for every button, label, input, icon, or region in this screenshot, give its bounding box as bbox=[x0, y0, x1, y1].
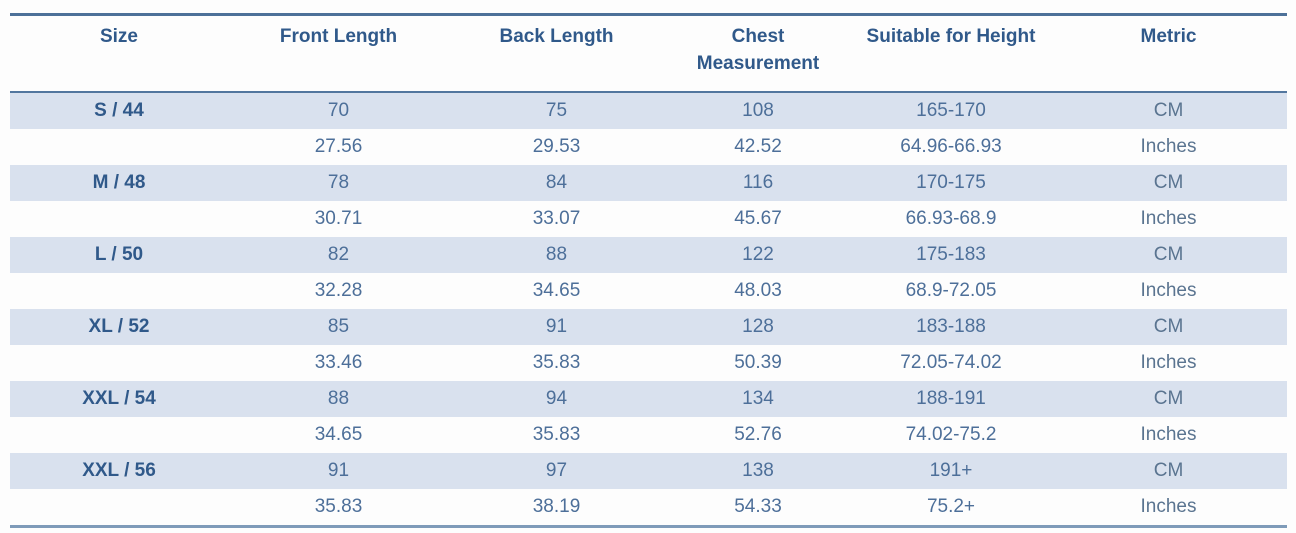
value-cell: 88 bbox=[327, 388, 350, 409]
column-header-back-length: Back Length bbox=[499, 26, 614, 47]
column-header-chest-measurement: Chest Measurement bbox=[696, 26, 820, 74]
size-cell: XL / 52 bbox=[88, 316, 150, 337]
table-row: 30.71 33.07 45.67 66.93-68.9 Inches bbox=[10, 201, 1287, 237]
value-cell: 33.46 bbox=[314, 352, 363, 373]
value-cell: 85 bbox=[327, 316, 350, 337]
value-cell: 188-191 bbox=[916, 388, 986, 409]
value-cell: 94 bbox=[545, 388, 568, 409]
value-cell: 74.02-75.2 bbox=[905, 424, 997, 445]
value-cell: 50.39 bbox=[734, 352, 782, 373]
metric-cell: CM bbox=[1153, 316, 1184, 337]
value-cell: 45.67 bbox=[734, 208, 782, 229]
table-row: 35.83 38.19 54.33 75.2+ Inches bbox=[10, 489, 1287, 527]
table-header: Size Front Length Back Length Chest Measure… bbox=[10, 15, 1287, 92]
value-cell: 33.07 bbox=[532, 208, 581, 229]
size-cell bbox=[10, 201, 228, 237]
value-cell: 175-183 bbox=[916, 244, 986, 265]
value-cell: 52.76 bbox=[734, 424, 782, 445]
value-cell: 70 bbox=[327, 100, 350, 121]
value-cell: 91 bbox=[327, 460, 350, 481]
size-cell: M / 48 bbox=[92, 172, 146, 193]
value-cell: 108 bbox=[742, 100, 774, 121]
value-cell: 97 bbox=[545, 460, 568, 481]
column-header-metric: Metric bbox=[1140, 26, 1197, 47]
value-cell: 75 bbox=[545, 100, 568, 121]
metric-cell: CM bbox=[1153, 388, 1184, 409]
size-chart-table: Size Front Length Back Length Chest Measure… bbox=[10, 13, 1287, 528]
size-cell bbox=[10, 345, 228, 381]
value-cell: 122 bbox=[742, 244, 774, 265]
table-row: M / 48 78 84 116 170-175 CM bbox=[10, 165, 1287, 201]
column-header-size: Size bbox=[99, 26, 139, 47]
value-cell: 34.65 bbox=[532, 280, 581, 301]
metric-cell: Inches bbox=[1140, 424, 1197, 445]
table-body: S / 44 70 75 108 165-170 CM 27.56 29.53 42.52 64.… bbox=[10, 92, 1287, 527]
value-cell: 128 bbox=[742, 316, 774, 337]
value-cell: 48.03 bbox=[734, 280, 782, 301]
table-row: 32.28 34.65 48.03 68.9-72.05 Inches bbox=[10, 273, 1287, 309]
table-row: XXL / 54 88 94 134 188-191 CM bbox=[10, 381, 1287, 417]
table-row: 27.56 29.53 42.52 64.96-66.93 Inches bbox=[10, 129, 1287, 165]
value-cell: 27.56 bbox=[314, 136, 363, 157]
size-cell bbox=[10, 489, 228, 527]
metric-cell: CM bbox=[1153, 460, 1184, 481]
metric-cell: CM bbox=[1153, 244, 1184, 265]
metric-cell: Inches bbox=[1140, 280, 1197, 301]
metric-cell: Inches bbox=[1140, 496, 1197, 517]
size-cell: XXL / 54 bbox=[82, 388, 156, 409]
value-cell: 29.53 bbox=[532, 136, 581, 157]
value-cell: 183-188 bbox=[916, 316, 986, 337]
table-row: 33.46 35.83 50.39 72.05-74.02 Inches bbox=[10, 345, 1287, 381]
metric-cell: CM bbox=[1153, 100, 1184, 121]
value-cell: 116 bbox=[742, 172, 774, 193]
value-cell: 72.05-74.02 bbox=[900, 352, 1002, 373]
metric-cell: Inches bbox=[1140, 208, 1197, 229]
value-cell: 35.83 bbox=[532, 424, 581, 445]
value-cell: 84 bbox=[545, 172, 568, 193]
table-header-row: Size Front Length Back Length Chest Measure… bbox=[10, 15, 1287, 92]
size-cell: L / 50 bbox=[94, 244, 144, 265]
value-cell: 32.28 bbox=[314, 280, 363, 301]
size-cell: XXL / 56 bbox=[82, 460, 156, 481]
value-cell: 191+ bbox=[929, 460, 973, 481]
value-cell: 78 bbox=[327, 172, 350, 193]
value-cell: 82 bbox=[327, 244, 350, 265]
value-cell: 165-170 bbox=[916, 100, 986, 121]
metric-cell: Inches bbox=[1140, 352, 1197, 373]
value-cell: 75.2+ bbox=[926, 496, 976, 517]
table-row: S / 44 70 75 108 165-170 CM bbox=[10, 92, 1287, 129]
value-cell: 35.83 bbox=[532, 352, 581, 373]
table-row: XXL / 56 91 97 138 191+ CM bbox=[10, 453, 1287, 489]
column-header-suitable-for-height: Suitable for Height bbox=[866, 26, 1036, 47]
size-cell bbox=[10, 129, 228, 165]
value-cell: 88 bbox=[545, 244, 568, 265]
value-cell: 68.9-72.05 bbox=[905, 280, 997, 301]
value-cell: 38.19 bbox=[532, 496, 581, 517]
metric-cell: Inches bbox=[1140, 136, 1197, 157]
value-cell: 91 bbox=[545, 316, 568, 337]
value-cell: 138 bbox=[742, 460, 774, 481]
value-cell: 30.71 bbox=[314, 208, 363, 229]
metric-cell: CM bbox=[1153, 172, 1184, 193]
table-row: L / 50 82 88 122 175-183 CM bbox=[10, 237, 1287, 273]
size-cell bbox=[10, 417, 228, 453]
size-cell: S / 44 bbox=[94, 100, 144, 121]
value-cell: 42.52 bbox=[734, 136, 782, 157]
value-cell: 54.33 bbox=[734, 496, 782, 517]
value-cell: 66.93-68.9 bbox=[905, 208, 997, 229]
table-row: 34.65 35.83 52.76 74.02-75.2 Inches bbox=[10, 417, 1287, 453]
column-header-front-length: Front Length bbox=[279, 26, 398, 47]
value-cell: 64.96-66.93 bbox=[900, 136, 1002, 157]
value-cell: 35.83 bbox=[314, 496, 363, 517]
value-cell: 134 bbox=[742, 388, 774, 409]
value-cell: 170-175 bbox=[916, 172, 986, 193]
size-cell bbox=[10, 273, 228, 309]
value-cell: 34.65 bbox=[314, 424, 363, 445]
table-row: XL / 52 85 91 128 183-188 CM bbox=[10, 309, 1287, 345]
